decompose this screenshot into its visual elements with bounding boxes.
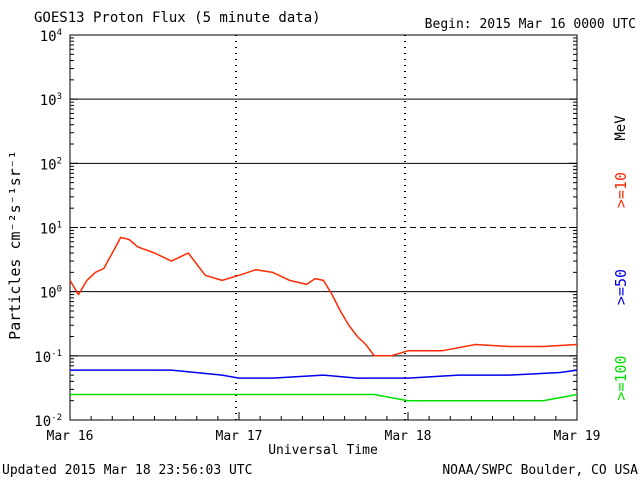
source-label: NOAA/SWPC Boulder, CO USA xyxy=(442,463,638,478)
y-tick-label-2: 102 xyxy=(40,156,62,173)
y-tick-label-1: 103 xyxy=(40,92,62,109)
y-axis-label: Particles cm⁻²s⁻¹sr⁻¹ xyxy=(6,150,24,340)
y-tick-label-6: 10-2 xyxy=(34,413,62,430)
x-tick-label-1: Mar 17 xyxy=(216,429,263,444)
y-tick-label-5: 10-1 xyxy=(34,349,62,366)
legend-unit-label: MeV xyxy=(613,115,629,141)
legend-series-ge50: >=50 xyxy=(612,269,630,305)
series-lines xyxy=(69,236,578,402)
y-tick-label-0: 104 xyxy=(40,28,62,45)
x-axis-ticks: Mar 16 Mar 17 Mar 18 Mar 19 xyxy=(47,412,601,444)
threshold-lines xyxy=(70,98,577,357)
series-line-1 xyxy=(70,369,578,379)
x-tick-label-2: Mar 18 xyxy=(385,429,432,444)
x-tick-label-3: Mar 19 xyxy=(554,429,601,444)
day-divider-ticks xyxy=(235,35,406,420)
x-axis-label: Universal Time xyxy=(268,443,378,458)
x-tick-label-0: Mar 16 xyxy=(47,429,94,444)
legend-series-ge10: >=10 xyxy=(612,172,630,208)
updated-label: Updated 2015 Mar 18 23:56:03 UTC xyxy=(2,463,252,478)
series-line-2 xyxy=(70,393,578,402)
y-axis-ticks: 104 103 102 101 100 10-1 10-2 xyxy=(34,28,577,430)
chart-title: GOES13 Proton Flux (5 minute data) xyxy=(34,10,321,26)
y-tick-label-3: 101 xyxy=(40,221,62,238)
y-tick-label-4: 100 xyxy=(40,285,62,302)
legend-series-ge100: >=100 xyxy=(612,355,630,400)
begin-label: Begin: 2015 Mar 16 0000 UTC xyxy=(425,17,636,32)
series-line-0 xyxy=(69,236,578,357)
